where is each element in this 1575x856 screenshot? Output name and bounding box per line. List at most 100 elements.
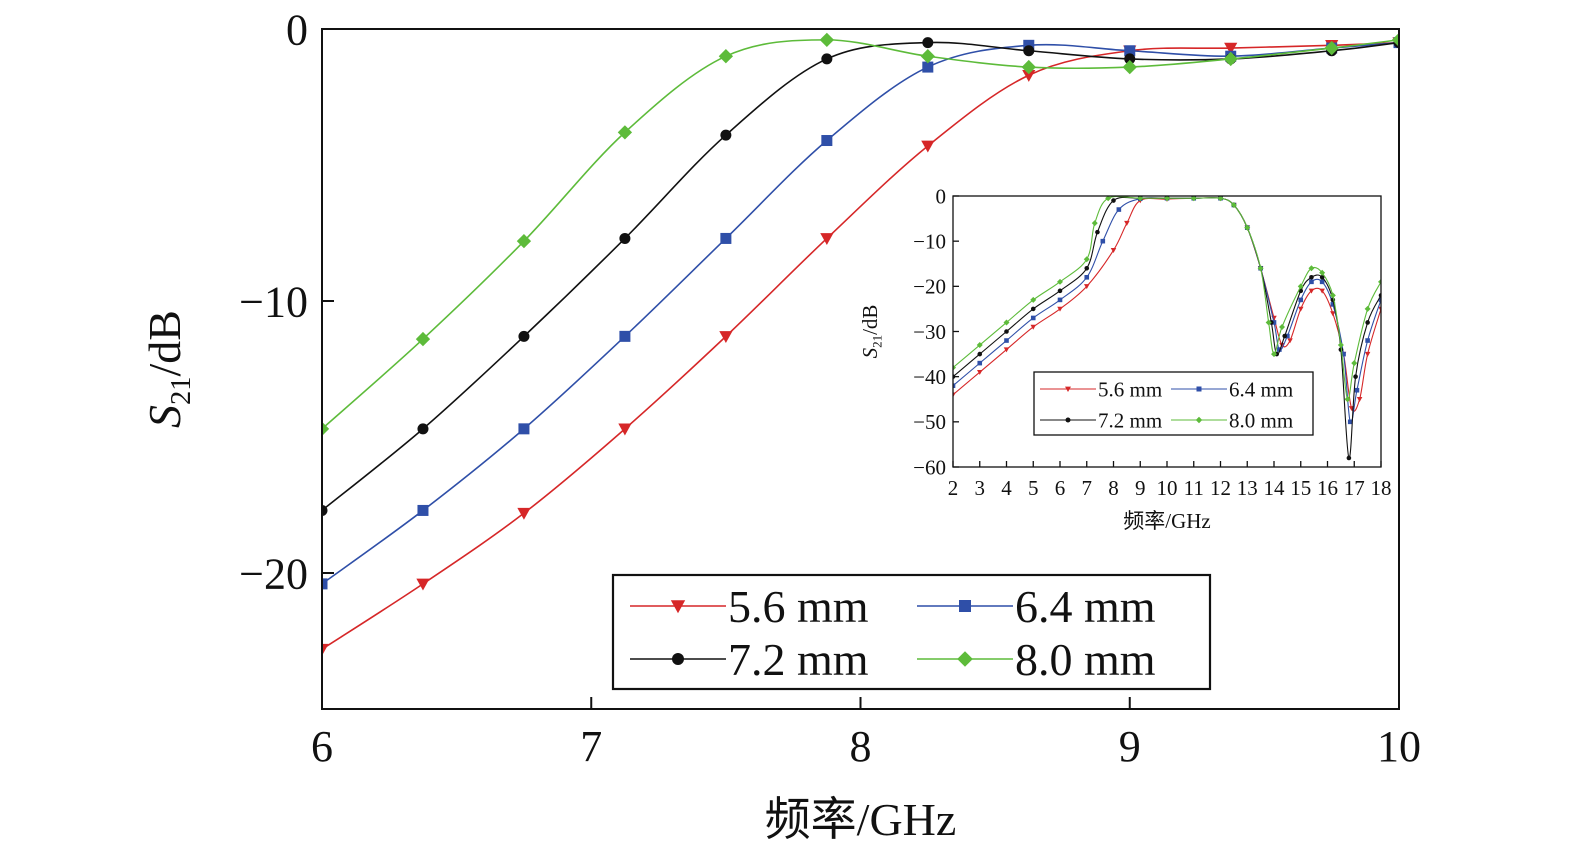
data-point <box>417 504 429 516</box>
y-label-unit: /dB <box>858 305 882 335</box>
series-group <box>953 196 1381 461</box>
data-point <box>619 330 631 342</box>
data-point <box>518 423 530 435</box>
data-point <box>953 392 956 398</box>
data-point <box>1319 288 1325 294</box>
x-tick-label: 18 <box>1371 476 1392 500</box>
data-point <box>1364 305 1371 312</box>
x-tick-label: 13 <box>1237 476 1258 500</box>
data-point <box>1116 207 1122 212</box>
data-point <box>1023 45 1035 57</box>
data-point <box>1003 347 1010 353</box>
y-axis: 0 −10 −20 −30 −40 −50 −60 <box>913 184 959 479</box>
data-point <box>718 49 734 64</box>
legend-label: 6.4 mm <box>1015 581 1156 632</box>
data-point <box>1354 387 1360 393</box>
data-point <box>1308 265 1315 272</box>
x-tick-label: 15 <box>1290 476 1311 500</box>
y-label-symbol: S <box>139 405 190 428</box>
y-tick-label: −10 <box>239 277 308 326</box>
legend-label: 7.2 mm <box>728 634 869 685</box>
data-point <box>322 578 328 590</box>
data-point <box>1265 319 1272 326</box>
x-tick-label: 7 <box>580 722 602 771</box>
data-point <box>1297 306 1304 312</box>
data-point <box>1279 323 1286 330</box>
data-point <box>617 125 633 140</box>
data-point <box>417 423 429 435</box>
data-point <box>1344 396 1351 403</box>
data-point <box>1083 284 1090 290</box>
data-point <box>1330 302 1336 307</box>
legend-swatch-marker <box>1065 417 1071 423</box>
data-point <box>1091 220 1098 227</box>
x-tick-label: 5 <box>1028 476 1039 500</box>
data-point <box>1297 283 1304 290</box>
legend-swatch-marker <box>1195 416 1203 424</box>
data-point <box>1282 333 1287 339</box>
series-markers-4 <box>322 32 1399 436</box>
data-point <box>1004 329 1009 334</box>
data-point <box>820 233 834 246</box>
data-point <box>1378 278 1381 285</box>
data-point <box>1309 279 1314 285</box>
data-point <box>1022 69 1036 82</box>
data-point <box>322 504 328 516</box>
legend-swatch-marker <box>672 653 684 665</box>
legend-item: 6.4 mm <box>1171 377 1293 401</box>
x-tick-label: 2 <box>948 476 959 500</box>
data-point <box>922 37 934 49</box>
x-tick-label: 8 <box>1108 476 1119 500</box>
data-point <box>720 129 732 141</box>
legend-item: 7.2 mm <box>630 634 869 685</box>
y-axis-label: S21/dB <box>858 305 885 359</box>
legend-swatch-marker <box>959 600 971 612</box>
legend-label: 8.0 mm <box>1229 408 1293 432</box>
data-point <box>1346 455 1352 461</box>
y-label-symbol: S <box>858 347 882 358</box>
y-label-subscript: 21 <box>166 376 197 405</box>
x-tick-label: 17 <box>1344 476 1365 500</box>
data-point <box>517 507 531 520</box>
x-tick-label: 7 <box>1082 476 1093 500</box>
legend: 5.6 mm 6.4 mm 7.2 mm 8.0 mm <box>611 573 1212 691</box>
legend-item: 7.2 mm <box>1040 408 1162 432</box>
data-point <box>1190 196 1197 202</box>
data-point <box>1308 288 1315 294</box>
data-point <box>1319 269 1326 276</box>
data-point <box>1337 342 1344 349</box>
data-point <box>1105 196 1112 202</box>
legend-label: 7.2 mm <box>1098 408 1162 432</box>
data-point <box>1330 311 1336 317</box>
data-point <box>1004 338 1009 343</box>
data-point <box>1309 275 1314 280</box>
data-point <box>1230 202 1237 209</box>
x-axis-label: 频率/GHz <box>765 794 957 845</box>
data-point <box>1084 265 1090 271</box>
x-tick-label: 11 <box>1184 476 1204 500</box>
legend-swatch-marker <box>1065 386 1071 392</box>
data-point <box>1244 224 1251 231</box>
data-point <box>1217 196 1224 202</box>
y-tick-label: −50 <box>913 410 946 434</box>
x-tick-label: 9 <box>1135 476 1146 500</box>
y-tick-label: −20 <box>239 549 308 598</box>
x-tick-label: 6 <box>311 722 333 771</box>
inset-chart: 2 3 4 5 6 7 8 9 10 11 12 13 14 15 16 17 18 0 −10 −20 −30 −40 −… <box>858 184 1392 533</box>
data-point <box>1277 347 1282 352</box>
legend-box <box>611 573 1212 691</box>
x-tick-label: 6 <box>1055 476 1066 500</box>
data-point <box>953 364 956 371</box>
legend-item: 8.0 mm <box>917 634 1156 685</box>
data-point <box>415 331 431 347</box>
y-tick-label: −20 <box>913 275 946 299</box>
data-point <box>1110 247 1117 253</box>
data-point <box>1353 374 1358 379</box>
x-tick-label: 12 <box>1210 476 1231 500</box>
data-point <box>1164 196 1170 202</box>
data-point <box>1351 360 1358 367</box>
legend-item: 5.6 mm <box>630 581 869 632</box>
